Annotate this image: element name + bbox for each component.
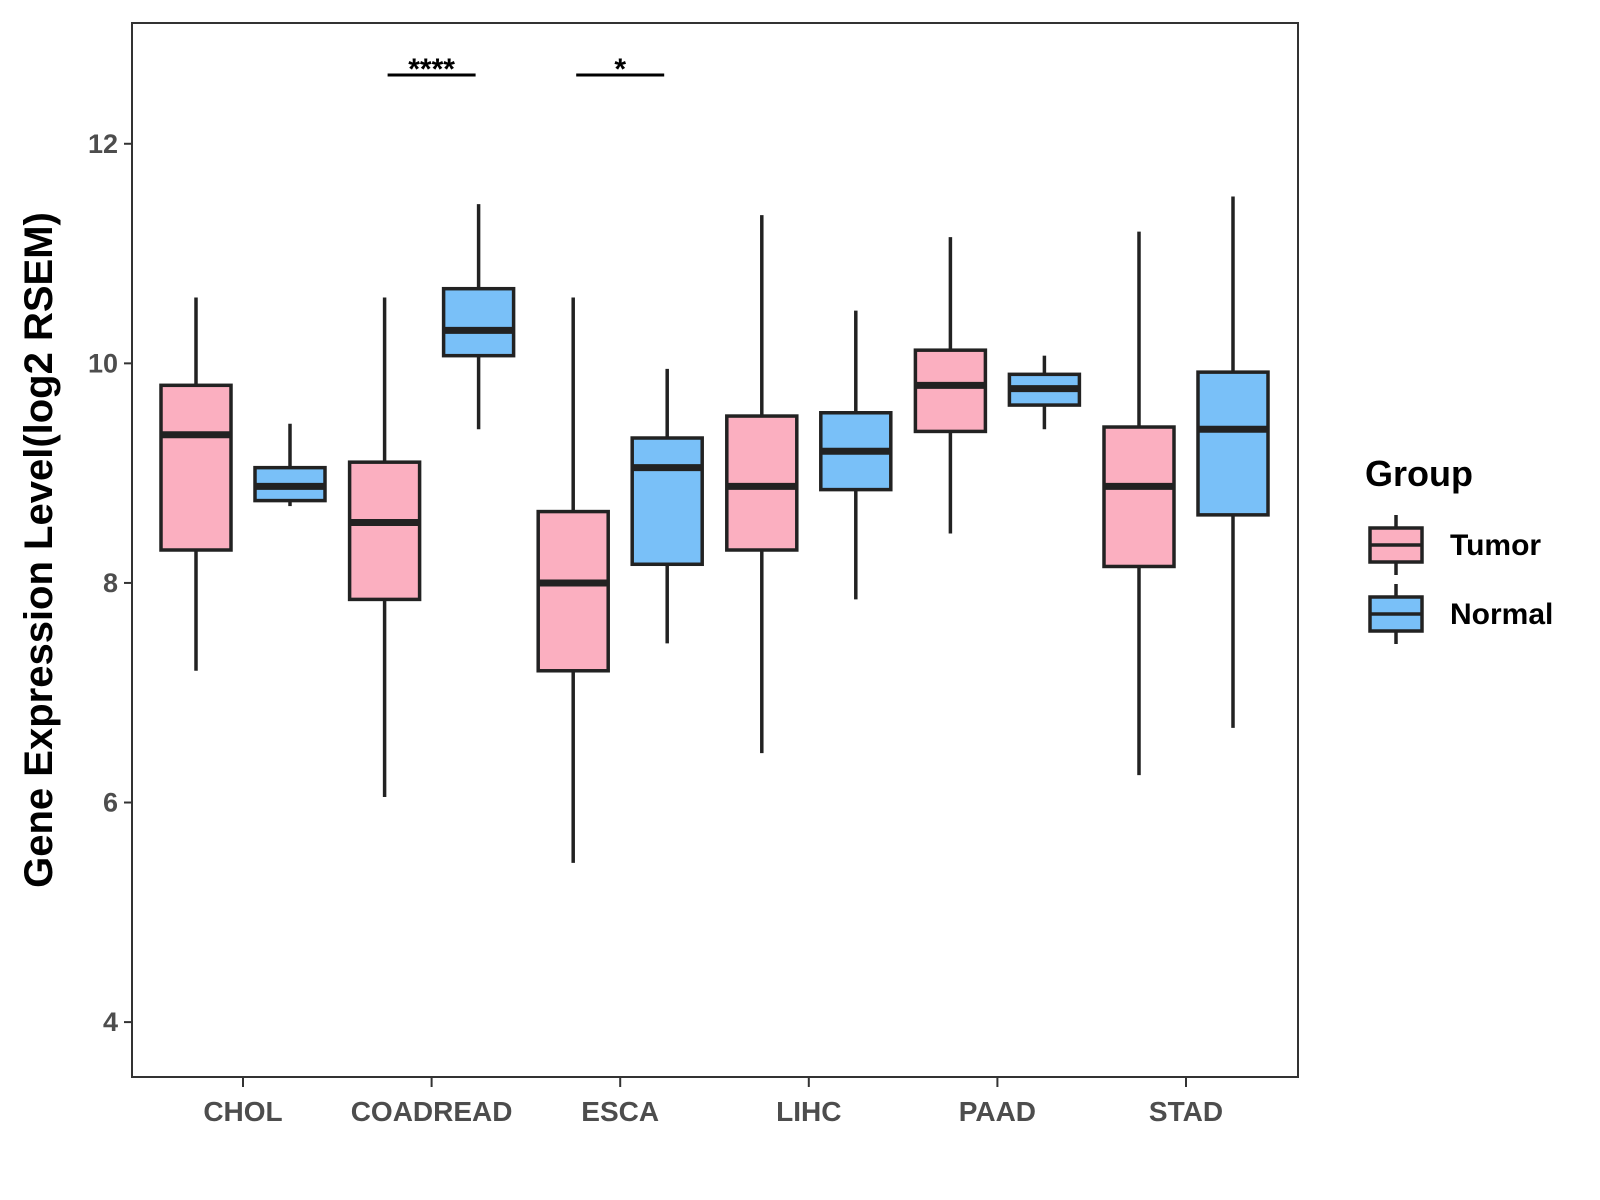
box-iqr xyxy=(347,460,422,602)
y-tick-label: 10 xyxy=(88,348,118,378)
box-iqr xyxy=(1196,370,1270,517)
significance-label: * xyxy=(614,53,626,86)
plot-area: **** * xyxy=(131,22,1299,1078)
legend-item-normal: Normal xyxy=(1368,584,1553,644)
box-tumor-stad xyxy=(1102,231,1176,776)
legend-label: Normal xyxy=(1450,598,1553,631)
plot-border xyxy=(131,22,1299,1078)
box-iqr xyxy=(913,348,988,434)
x-tick-label: PAAD xyxy=(959,1096,1036,1127)
y-tick-label: 4 xyxy=(103,1007,118,1037)
x-tick-label: CHOL xyxy=(203,1096,282,1127)
box-tumor-coadread xyxy=(347,297,422,798)
box-normal-coadread xyxy=(441,204,516,430)
box-iqr xyxy=(536,509,610,673)
box-tumor-lihc xyxy=(725,215,799,754)
box-iqr xyxy=(630,436,704,567)
legend: Group Tumor Normal xyxy=(1365,453,1553,644)
box-tumor-paad xyxy=(913,237,988,534)
box-iqr xyxy=(159,383,233,552)
x-tick-label: STAD xyxy=(1149,1096,1223,1127)
box-normal-chol xyxy=(253,423,327,507)
box-iqr xyxy=(441,286,516,358)
y-tick-label: 6 xyxy=(103,788,118,818)
box-iqr xyxy=(1102,425,1176,569)
legend-item-tumor: Tumor xyxy=(1368,515,1541,575)
y-tick-label: 8 xyxy=(103,568,118,598)
box-normal-esca xyxy=(630,368,704,644)
box-normal-lihc xyxy=(819,310,893,600)
box-normal-stad xyxy=(1196,196,1270,728)
y-tick-label: 12 xyxy=(88,129,118,159)
x-tick-label: ESCA xyxy=(581,1096,659,1127)
legend-label: Tumor xyxy=(1450,529,1541,562)
significance-label: **** xyxy=(408,53,455,86)
box-tumor-esca xyxy=(536,297,610,863)
legend-title: Group xyxy=(1365,453,1473,494)
x-tick-label: COADREAD xyxy=(351,1096,513,1127)
y-axis-label: Gene Expression Level(log2 RSEM) xyxy=(17,212,61,888)
box-tumor-chol xyxy=(159,297,233,671)
x-tick-label: LIHC xyxy=(776,1096,841,1127)
box-normal-paad xyxy=(1007,355,1082,430)
axes: Gene Expression Level(log2 RSEM) 4 6 8 10 12… xyxy=(17,129,1223,1127)
